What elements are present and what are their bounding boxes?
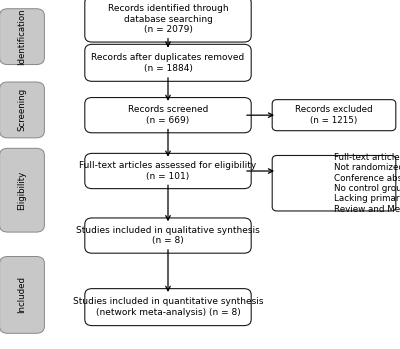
FancyBboxPatch shape: [85, 44, 251, 81]
Text: Records screened
(n = 669): Records screened (n = 669): [128, 105, 208, 125]
FancyBboxPatch shape: [85, 154, 251, 188]
Text: Eligibility: Eligibility: [18, 171, 26, 210]
FancyBboxPatch shape: [272, 100, 396, 131]
FancyBboxPatch shape: [85, 218, 251, 253]
Text: Records identified through
database searching
(n = 2079): Records identified through database sear…: [108, 4, 228, 34]
Text: Full-text articles excluded, with reasons
Not randomized controlled trial ( n = : Full-text articles excluded, with reason…: [334, 153, 400, 214]
Text: Included: Included: [18, 276, 26, 313]
FancyBboxPatch shape: [85, 289, 251, 326]
FancyBboxPatch shape: [0, 9, 44, 65]
FancyBboxPatch shape: [85, 0, 251, 42]
Text: Full-text articles assessed for eligibility
(n = 101): Full-text articles assessed for eligibil…: [79, 161, 257, 181]
Text: Studies included in qualitative synthesis
(n = 8): Studies included in qualitative synthesi…: [76, 226, 260, 245]
Text: Studies included in quantitative synthesis
(network meta-analysis) (n = 8): Studies included in quantitative synthes…: [73, 297, 263, 317]
FancyBboxPatch shape: [0, 82, 44, 138]
FancyBboxPatch shape: [272, 156, 396, 211]
Text: Identification: Identification: [18, 8, 26, 65]
FancyBboxPatch shape: [85, 97, 251, 133]
FancyBboxPatch shape: [0, 148, 44, 232]
Text: Screening: Screening: [18, 88, 26, 132]
Text: Records excluded
(n = 1215): Records excluded (n = 1215): [295, 105, 373, 125]
FancyBboxPatch shape: [0, 257, 44, 333]
Text: Records after duplicates removed
(n = 1884): Records after duplicates removed (n = 18…: [91, 53, 245, 73]
